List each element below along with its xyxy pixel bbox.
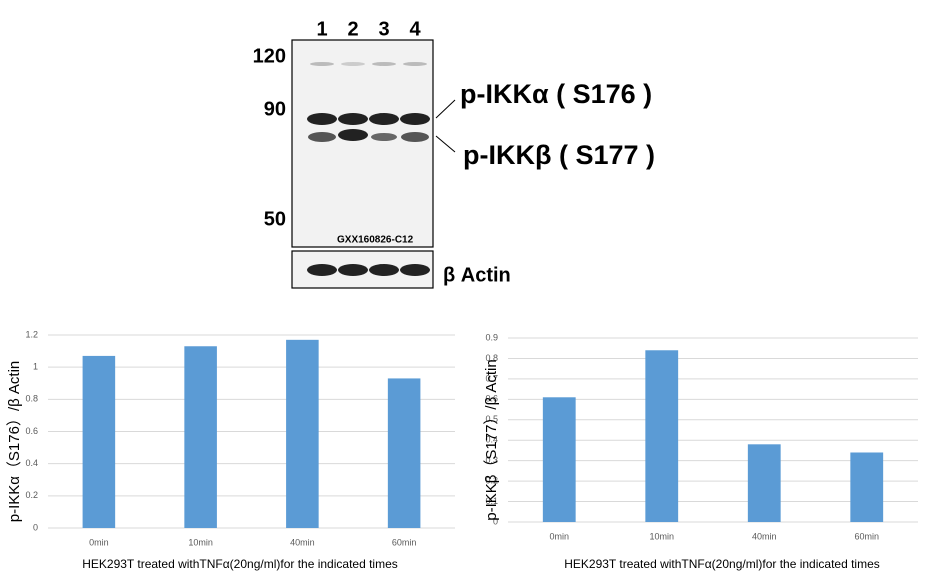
x-axis-label: HEK293T treated withTNFα(20ng/ml)for the… bbox=[564, 557, 880, 571]
bar bbox=[747, 444, 781, 522]
bar bbox=[542, 397, 576, 522]
y-tick-label: 0.1 bbox=[485, 496, 498, 506]
y-tick-label: 0.6 bbox=[25, 426, 38, 436]
marker-label: 120 bbox=[253, 45, 286, 67]
x-tick-label: 0min bbox=[549, 531, 569, 541]
x-tick-label: 60min bbox=[392, 537, 417, 547]
pointer bbox=[435, 99, 456, 119]
y-tick-label: 0.2 bbox=[485, 475, 498, 485]
blot-code: GXX160826-C12 bbox=[337, 235, 414, 246]
x-tick-label: 40min bbox=[290, 537, 315, 547]
lane-label: 2 bbox=[347, 18, 358, 40]
y-tick-label: 0.4 bbox=[25, 458, 38, 468]
y-tick-label: 0.8 bbox=[25, 394, 38, 404]
loading-label: β Actin bbox=[443, 264, 511, 286]
x-tick-label: 10min bbox=[188, 537, 213, 547]
band-label: p-IKKβ ( S177 ) bbox=[463, 140, 655, 170]
bar bbox=[850, 452, 884, 522]
y-tick-label: 0 bbox=[33, 522, 38, 532]
y-tick-label: 0.5 bbox=[485, 414, 498, 424]
bar bbox=[387, 378, 421, 528]
y-tick-label: 0.8 bbox=[485, 353, 498, 363]
y-tick-label: 0.9 bbox=[485, 332, 498, 342]
y-tick-label: 0.6 bbox=[485, 394, 498, 404]
x-tick-label: 60min bbox=[854, 531, 879, 541]
x-tick-label: 10min bbox=[649, 531, 674, 541]
blot-panel bbox=[291, 39, 434, 248]
marker-label: 50 bbox=[264, 208, 286, 230]
lane-label: 4 bbox=[409, 18, 421, 40]
y-axis-label: p-IKKβ（S177）/β Actin bbox=[483, 359, 500, 521]
y-tick-label: 0.4 bbox=[485, 435, 498, 445]
y-tick-label: 1.2 bbox=[25, 329, 38, 339]
x-tick-label: 40min bbox=[752, 531, 777, 541]
bar bbox=[184, 346, 217, 528]
lane-label: 1 bbox=[316, 18, 327, 40]
y-tick-label: 0.7 bbox=[485, 373, 498, 383]
y-axis-label: p-IKKα（S176）/β Actin bbox=[6, 361, 23, 523]
bar bbox=[82, 355, 116, 528]
y-tick-label: 1 bbox=[33, 362, 38, 372]
band-label: p-IKKα ( S176 ) bbox=[460, 79, 652, 109]
bar bbox=[645, 350, 679, 522]
western-blot: p-IKKα ( S176 ) p-IKKβ ( S177 ) GXX16082… bbox=[253, 18, 655, 289]
bar bbox=[286, 339, 319, 528]
bands bbox=[307, 62, 430, 276]
x-tick-label: 0min bbox=[89, 537, 109, 547]
y-tick-label: 0.2 bbox=[25, 490, 38, 500]
x-axis-label: HEK293T treated withTNFα(20ng/ml)for the… bbox=[82, 557, 398, 571]
y-tick-label: 0 bbox=[493, 516, 498, 526]
lane-label: 3 bbox=[378, 18, 389, 40]
y-tick-label: 0.3 bbox=[485, 455, 498, 465]
pointer bbox=[435, 135, 456, 153]
marker-label: 90 bbox=[264, 98, 286, 120]
